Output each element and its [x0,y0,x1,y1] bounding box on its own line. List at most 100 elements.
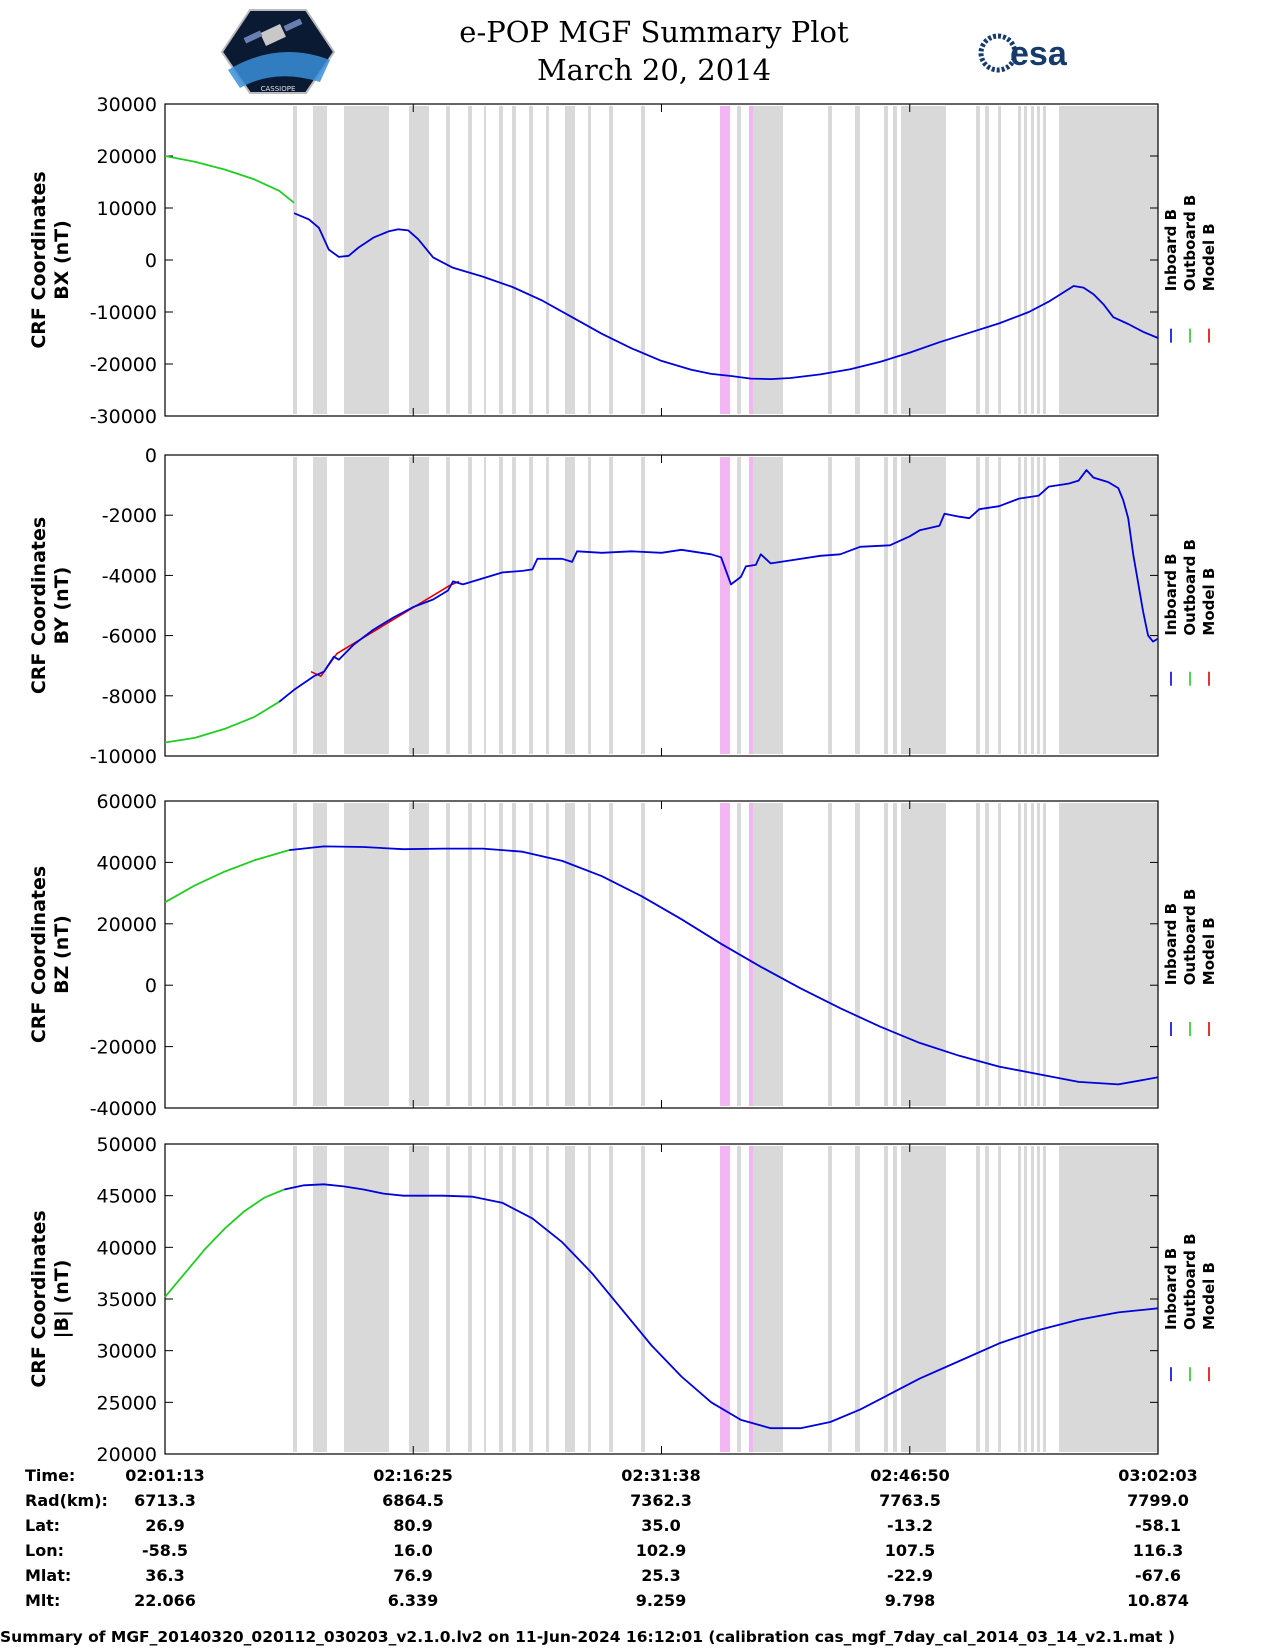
y-axis-label: CRF CoordinatesBZ (nT) [28,866,73,1043]
data-gap-band [1059,1146,1158,1452]
outboard-b-series-line [164,1188,285,1298]
y-tick-label: -6000 [102,626,157,648]
legend-label: Outboard B [1181,195,1199,292]
panel-3: 60000 40000 20000 0 -20000 -40000 CRF Coordina… [28,791,1218,1120]
data-gap-band [884,1146,888,1452]
data-gap-band [1059,457,1158,754]
outboard-b-series-line [164,701,280,744]
data-gap-band [529,803,533,1106]
legend-label: Inboard B [1162,1248,1180,1330]
info-cell: 9.798 [885,1591,936,1610]
orbit-info-table: Time: 02:01:13 02:16:25 02:31:38 02:46:50 03:… [25,1466,1198,1610]
y-axis-label-line: |B| (nT) [51,1260,73,1339]
plot-title: e-POP MGF Summary Plot [459,15,849,49]
data-gap-band [1037,457,1040,754]
legend-label: Model B [1200,1262,1218,1330]
data-gap-band [565,106,575,414]
data-gap-band [976,457,980,754]
y-tick-label: -10000 [90,302,157,324]
event-band [720,1146,730,1452]
data-gap-band [1031,457,1034,754]
inboard-b-series-line [284,1183,1159,1430]
svg-text:CASSIOPE: CASSIOPE [261,85,296,93]
data-gap-band [609,106,613,414]
y-axis-label-line: CRF Coordinates [28,1210,50,1387]
data-gap-band [609,803,613,1106]
event-band [720,457,730,754]
data-gap-band [409,1146,429,1452]
y-tick-label: 40000 [97,852,157,874]
data-gap-band [1043,106,1046,414]
data-gap-band [985,106,989,414]
outboard-b-series-line [164,155,295,204]
data-gap-band [1024,1146,1027,1452]
y-axis-label-line: BX (nT) [51,220,73,300]
data-gap-band [1059,106,1158,414]
data-gap-band [409,803,429,1106]
data-gap-band [446,457,450,754]
data-gap-band [546,1146,549,1452]
data-gap-band [1043,1146,1046,1452]
y-axis-label: CRF Coordinates|B| (nT) [28,1210,73,1387]
data-gap-band [1018,1146,1021,1452]
data-gap-band [750,1146,783,1452]
data-gap-band [750,106,783,414]
data-gap-band [1043,803,1046,1106]
data-gap-band [344,803,389,1106]
info-cell: 6864.5 [382,1491,444,1510]
info-cell: 02:16:25 [373,1466,453,1485]
data-gap-band [293,803,297,1106]
data-gap-band [901,457,946,754]
info-cell: 16.0 [393,1541,432,1560]
data-gap-band [1024,106,1027,414]
data-gap-band [1059,803,1158,1106]
esa-logo-text: esa [1010,35,1068,73]
data-gap-band [512,1146,516,1452]
data-gap-band [484,457,486,754]
data-gap-band [512,106,516,414]
data-gap-band [641,1146,645,1452]
data-gap-band [855,106,860,414]
data-gap-band [998,803,1001,1106]
data-gap-band [998,1146,1001,1452]
data-gap-band [546,457,549,754]
data-gap-band [1031,106,1034,414]
info-cell: 25.3 [641,1566,680,1585]
y-tick-label: 60000 [97,791,157,813]
mission-patch-logo: CASSIOPE [220,9,336,94]
legend-label: Inboard B [1162,553,1180,635]
y-tick-label: 45000 [97,1186,157,1208]
data-gap-band [828,1146,832,1452]
data-gap-band [893,803,897,1106]
data-gap-band [546,106,549,414]
info-cell: -13.2 [887,1516,933,1535]
info-cell: 7799.0 [1127,1491,1189,1510]
event-band [749,457,753,754]
data-gap-band [901,1146,946,1452]
y-tick-label: 35000 [97,1289,157,1311]
info-row-label: Lon: [25,1541,64,1560]
data-gap-band [641,106,645,414]
data-gap-band [484,106,486,414]
y-tick-label: 20000 [97,1444,157,1466]
y-axis-label-line: BZ (nT) [51,915,73,994]
data-gap-band [344,457,389,754]
data-gap-band [641,803,645,1106]
data-gap-band [499,457,503,754]
legend: Inboard B Outboard B Model B [1162,539,1218,686]
info-cell: 10.874 [1127,1591,1189,1610]
inboard-b-series-line [278,469,1159,703]
info-cell: 7362.3 [630,1491,692,1510]
data-gap-band [468,803,472,1106]
info-cell: 7763.5 [879,1491,941,1510]
data-gap-band [588,803,591,1106]
data-gap-band [855,803,860,1106]
y-tick-label: -20000 [90,354,157,376]
panel-4: 50000 45000 40000 35000 30000 25000 20000 CRF C… [28,1134,1218,1466]
y-tick-label: 0 [145,250,157,272]
legend-label: Outboard B [1181,889,1199,986]
event-band [749,106,753,414]
info-cell: 02:31:38 [621,1466,701,1485]
data-gap-band [985,457,989,754]
data-gap-band [855,457,860,754]
